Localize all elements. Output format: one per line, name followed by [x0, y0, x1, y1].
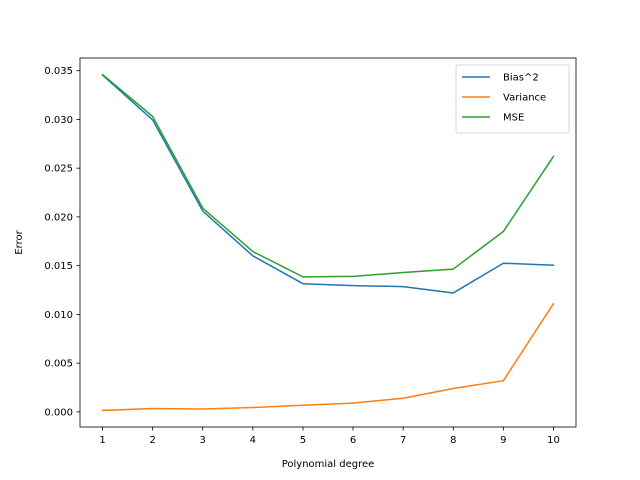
legend: Bias^2 Variance MSE: [455, 64, 570, 134]
y-tick-label: 0.020: [44, 212, 73, 223]
series-line-mse: [101, 73, 555, 278]
y-axis-ticks: 0.000 0.005 0.010 0.015 0.020 0.025 0.030 0.035: [44, 66, 80, 418]
plot-frame: [79, 57, 577, 428]
x-axis-label: Polynomial degree: [282, 459, 375, 470]
legend-box: [455, 64, 570, 134]
y-tick-label: 0.035: [44, 66, 73, 77]
x-tick-label: 4: [250, 435, 256, 446]
series-layer: [101, 73, 555, 412]
y-axis-label: Error: [14, 229, 25, 254]
legend-label-mse: MSE: [503, 113, 524, 124]
x-tick-label: 3: [200, 435, 206, 446]
y-tick-label: 0.030: [44, 115, 73, 126]
legend-label-bias-2: Bias^2: [503, 73, 539, 84]
x-tick-label: 9: [500, 435, 506, 446]
y-tick-label: 0.000: [44, 407, 73, 418]
legend-label-variance: Variance: [503, 93, 546, 104]
y-tick-label: 0.025: [44, 164, 73, 175]
x-tick-label: 8: [450, 435, 456, 446]
x-tick-label: 7: [400, 435, 406, 446]
y-tick-label: 0.005: [44, 359, 73, 370]
x-tick-label: 10: [547, 435, 560, 446]
x-axis-ticks: 1 2 3 4 5 6 7 8 9 10: [99, 427, 560, 446]
x-tick-label: 2: [149, 435, 155, 446]
x-tick-label: 1: [99, 435, 105, 446]
y-tick-label: 0.015: [44, 261, 73, 272]
y-tick-label: 0.010: [44, 310, 73, 321]
x-tick-label: 5: [300, 435, 306, 446]
x-tick-label: 6: [350, 435, 356, 446]
series-line-bias-2: [101, 74, 555, 294]
series-line-variance: [101, 302, 555, 412]
